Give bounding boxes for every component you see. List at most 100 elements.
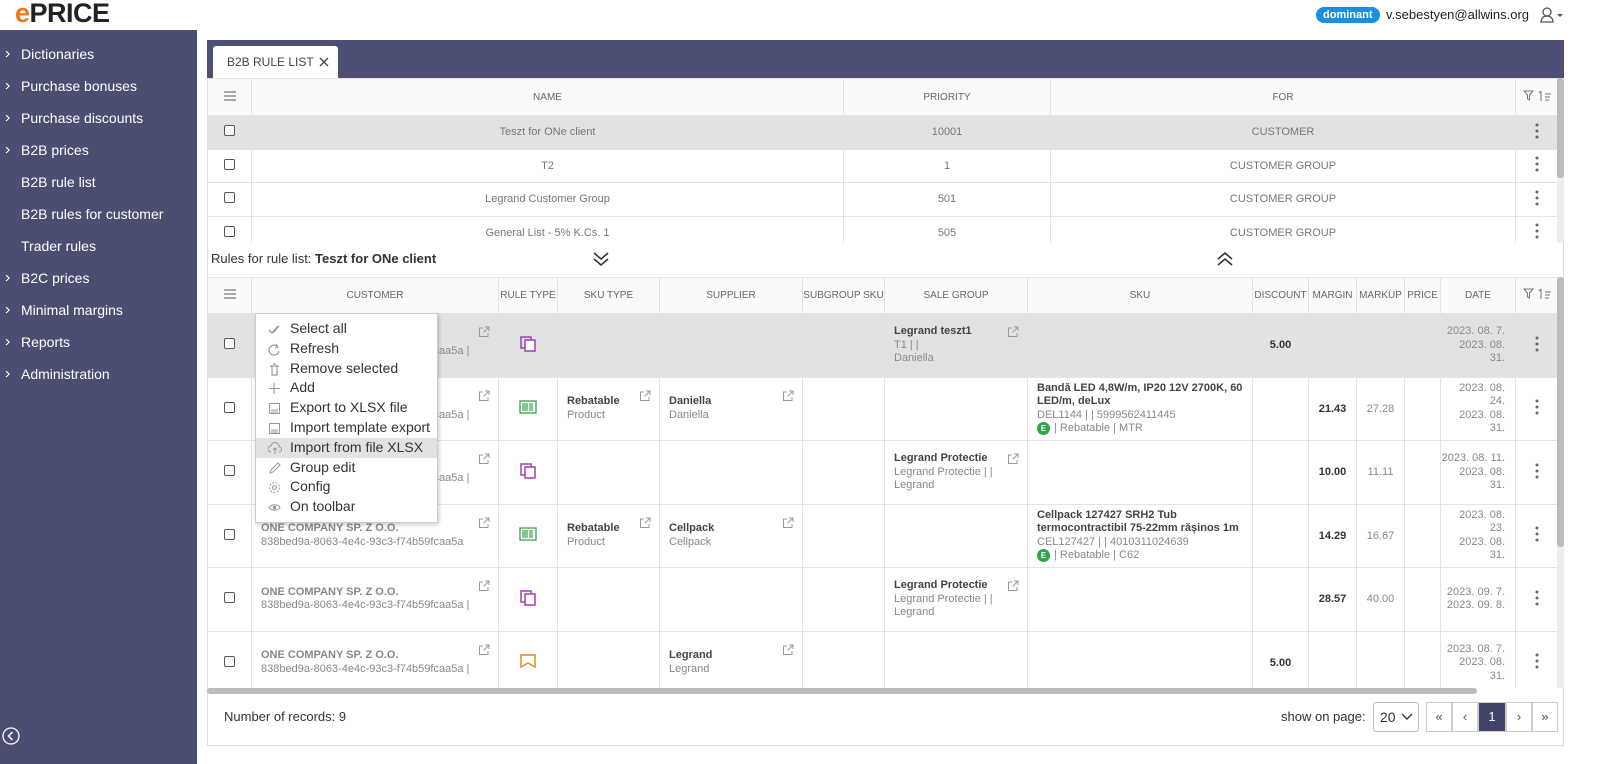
nav-item[interactable]: B2C prices <box>0 262 197 294</box>
tab[interactable]: B2B RULE LIST <box>213 46 338 78</box>
menu-item[interactable]: Export to XLSX file <box>256 398 437 418</box>
actions-cell <box>1515 115 1557 150</box>
menu-label: Config <box>290 478 331 495</box>
table-row[interactable]: Legrand Customer Group 501 CUSTOMER GROUP <box>207 182 1557 217</box>
open-link[interactable] <box>478 453 490 465</box>
cell-content: Bandă LED 4,8W/m, IP20 12V 2700K, 60 LED… <box>1029 382 1252 436</box>
sku-cell <box>1027 630 1253 688</box>
nav-subitem[interactable]: Trader rules <box>0 230 197 262</box>
open-link[interactable] <box>478 644 490 656</box>
actions-cell <box>1515 148 1557 183</box>
pager-button[interactable]: ‹ <box>1452 702 1478 732</box>
checkbox[interactable] <box>224 192 235 204</box>
expand-up[interactable] <box>1216 250 1234 268</box>
margin: 28.57 <box>1318 593 1347 606</box>
open-link[interactable] <box>478 517 490 529</box>
checkbox[interactable] <box>224 465 235 477</box>
checkbox[interactable] <box>224 655 235 667</box>
date-cell: 2023. 08. 11. 2023. 08. 31. <box>1440 440 1516 505</box>
checkbox[interactable] <box>224 338 235 350</box>
table-row[interactable]: General List - 5% K.Cs. 1 505 CUSTOMER GRO… <box>207 215 1557 243</box>
nav-item[interactable]: B2B prices <box>0 134 197 166</box>
menu-item[interactable]: Refresh <box>256 339 437 359</box>
nav-subitem[interactable]: B2B rule list <box>0 166 197 198</box>
nav-item[interactable]: Dictionaries <box>0 38 197 70</box>
subgroup-cell <box>802 503 885 568</box>
caption-label: Rules for rule list: <box>211 251 312 266</box>
open-link[interactable] <box>478 326 490 338</box>
pager-button[interactable]: 1 <box>1478 702 1506 732</box>
cell-content: ONE COMPANY SP. Z O.O.838bed9a-8063-4e4c… <box>253 585 498 613</box>
cell-content: Cellpack 127427 SRH2 Tub termocontractib… <box>1029 509 1252 563</box>
subgroup-cell <box>802 567 885 632</box>
date: 2023. 08. 31. <box>1459 535 1505 562</box>
menu-label: On toolbar <box>290 498 356 515</box>
rule-type-cell <box>498 630 558 688</box>
date: 2023. 09. 7. <box>1446 585 1505 598</box>
table-row[interactable]: ONE COMPANY SP. Z O.O.838bed9a-8063-4e4c… <box>207 376 1557 441</box>
margin-cell: 14.29 <box>1308 503 1357 568</box>
menu-item[interactable]: Add <box>256 378 437 398</box>
menu-item[interactable]: Group edit <box>256 458 437 478</box>
table-row[interactable]: T2 1 CUSTOMER GROUP <box>207 148 1557 183</box>
price-cell <box>1404 376 1441 441</box>
pager-button[interactable]: » <box>1532 702 1558 732</box>
user-email[interactable]: v.sebestyen@allwins.org <box>1386 7 1530 22</box>
open-link[interactable] <box>782 390 794 402</box>
date: 2023. 08. 7. <box>1446 325 1505 337</box>
open-link[interactable] <box>1007 580 1019 592</box>
menu-icon <box>268 441 282 454</box>
cell-line: Legrand <box>894 606 935 618</box>
checkbox[interactable] <box>224 401 235 413</box>
nav-item[interactable]: Administration <box>0 358 197 390</box>
checkbox[interactable] <box>224 592 235 604</box>
open-link[interactable] <box>1007 326 1019 338</box>
scroll-thumb[interactable] <box>1557 277 1564 547</box>
checkbox[interactable] <box>224 528 235 540</box>
margin: 14.29 <box>1318 529 1347 542</box>
header-row: NAME PRIORITY FOR <box>207 78 1557 116</box>
nav-item[interactable]: Purchase bonuses <box>0 70 197 102</box>
open-link[interactable] <box>478 390 490 402</box>
nav-item[interactable]: Minimal margins <box>0 294 197 326</box>
checkbox[interactable] <box>224 158 235 170</box>
scrollbar <box>1557 277 1564 688</box>
date: 2023. 08. 7. <box>1446 642 1505 655</box>
menu-item[interactable]: Import from file XLSX <box>256 437 437 458</box>
nav-subitem[interactable]: B2B rules for customer <box>0 198 197 230</box>
table-row[interactable]: ONE COMPANY SP. Z O.O.838bed9a-8063-4e4c… <box>207 630 1557 688</box>
open-link[interactable] <box>639 517 651 529</box>
open-link[interactable] <box>782 644 794 656</box>
menu-item[interactable]: Config <box>256 477 437 497</box>
table-row[interactable]: ONE COMPANY SP. Z O.O.838bed9a-8063-4e4c… <box>207 567 1557 632</box>
cell-line: ONE COMPANY SP. Z O.O. <box>261 585 399 598</box>
checkbox[interactable] <box>224 225 235 237</box>
date: 2023. 08. 23. <box>1459 508 1505 535</box>
date-cell: 2023. 09. 7. 2023. 09. 8. <box>1440 567 1516 632</box>
menu-item[interactable]: On toolbar <box>256 497 437 517</box>
open-link[interactable] <box>1007 453 1019 465</box>
menu-item[interactable]: Remove selected <box>256 359 437 379</box>
menu-item[interactable]: Import template export <box>256 418 437 438</box>
tab-close[interactable] <box>319 57 329 67</box>
page-size-select[interactable]: 20 <box>1373 702 1419 732</box>
table-row[interactable]: Teszt for ONe client 10001 CUSTOMER <box>207 115 1557 150</box>
open-link[interactable] <box>478 580 490 592</box>
menu-item[interactable]: Select all <box>256 319 437 339</box>
user-icon[interactable] <box>1540 6 1564 24</box>
open-link[interactable] <box>639 390 651 402</box>
header-cell: SUBGROUP SKU <box>802 277 885 314</box>
header-cell: SKU TYPE <box>557 277 660 314</box>
scroll-thumb[interactable] <box>1557 78 1564 178</box>
checkbox[interactable] <box>224 125 235 137</box>
open-link[interactable] <box>782 517 794 529</box>
cell-content: Legrand Legrand <box>661 649 802 676</box>
h-scroll-thumb[interactable] <box>207 688 1477 694</box>
nav-item[interactable]: Purchase discounts <box>0 102 197 134</box>
nav-item[interactable]: Reports <box>0 326 197 358</box>
date: 2023. 09. 8. <box>1446 599 1505 612</box>
collapse-icon[interactable] <box>2 727 20 745</box>
collapse-down[interactable] <box>592 250 610 268</box>
pager-button[interactable]: › <box>1506 702 1532 732</box>
pager-button[interactable]: « <box>1426 702 1452 732</box>
